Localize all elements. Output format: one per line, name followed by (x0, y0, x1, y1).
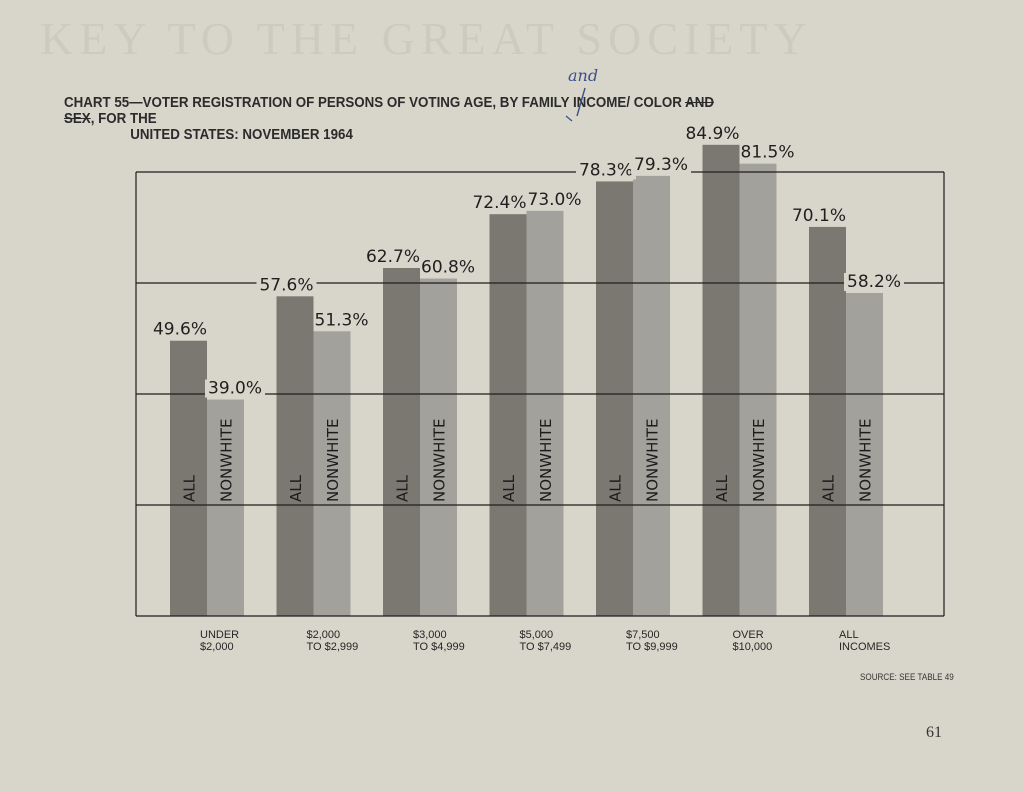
handwritten-note: and (568, 66, 599, 85)
bar-all-1 (276, 296, 314, 616)
bar-series-label-nonwhite-6: NONWHITE (857, 419, 875, 502)
category-label-0-line-1: $2,000 (200, 641, 234, 653)
bar-series-label-all-1: ALL (287, 474, 305, 502)
value-label-nonwhite-4: 79.3% (634, 155, 688, 175)
chart-title: CHART 55—VOTER REGISTRATION OF PERSONS O… (64, 95, 726, 143)
category-label-2-line-1: TO $4,999 (413, 641, 465, 653)
source-note: SOURCE: SEE TABLE 49 (860, 672, 954, 682)
value-label-all-3: 72.4% (472, 193, 526, 213)
bar-series-label-all-2: ALL (394, 474, 412, 502)
bar-series-label-nonwhite-1: NONWHITE (324, 419, 342, 502)
value-label-nonwhite-1: 51.3% (315, 310, 369, 330)
title-line-2: UNITED STATES: NOVEMBER 1964 (130, 127, 353, 143)
bar-all-3 (489, 214, 527, 616)
bar-all-5 (702, 144, 740, 616)
bar-all-6 (809, 226, 846, 616)
bar-nonwhite-2 (420, 278, 457, 616)
category-label-1-line-1: TO $2,999 (307, 641, 359, 653)
bar-series-label-nonwhite-3: NONWHITE (537, 419, 555, 502)
bar-nonwhite-1 (313, 331, 351, 616)
bar-series-label-nonwhite-4: NONWHITE (644, 419, 662, 502)
value-label-nonwhite-2: 60.8% (421, 258, 475, 278)
value-label-nonwhite-5: 81.5% (741, 143, 795, 163)
bar-nonwhite-5 (739, 163, 777, 617)
bar-all-0 (170, 340, 207, 616)
page-number: 61 (926, 724, 942, 741)
category-label-4-line-0: $7,500 (626, 629, 660, 641)
value-label-all-1: 57.6% (259, 275, 313, 295)
value-label-all-6: 70.1% (792, 206, 846, 226)
category-label-5-line-0: OVER (733, 629, 764, 641)
title-struck-text: AND SEX (64, 95, 715, 127)
value-label-nonwhite-6: 58.2% (847, 272, 901, 292)
category-label-0-line-0: UNDER (200, 629, 239, 641)
value-label-mask-nonwhite-6 (844, 272, 905, 291)
bar-series-label-all-4: ALL (607, 474, 625, 502)
bar-series-label-nonwhite-2: NONWHITE (431, 419, 449, 502)
category-label-6-line-0: ALL (839, 629, 859, 641)
value-label-mask-nonwhite-0 (205, 379, 266, 398)
bar-nonwhite-3 (526, 210, 564, 616)
bar-series-label-nonwhite-0: NONWHITE (218, 419, 236, 502)
title-part-1: CHART 55—VOTER REGISTRATION OF PERSONS O… (64, 95, 686, 111)
bar-series-label-all-3: ALL (500, 474, 518, 502)
value-label-all-2: 62.7% (366, 247, 420, 267)
value-label-mask-nonwhite-4 (631, 155, 692, 174)
bar-series-label-all-6: ALL (820, 474, 838, 502)
bar-all-4 (596, 181, 633, 616)
value-label-all-5: 84.9% (685, 124, 739, 144)
bar-nonwhite-6 (846, 292, 883, 616)
category-label-2-line-0: $3,000 (413, 629, 447, 641)
bar-nonwhite-4 (633, 175, 670, 616)
category-label-1-line-0: $2,000 (307, 629, 341, 641)
value-label-nonwhite-0: 39.0% (208, 379, 262, 399)
category-label-3-line-0: $5,000 (520, 629, 554, 641)
bar-series-label-all-0: ALL (181, 474, 199, 502)
value-label-all-0: 49.6% (153, 320, 207, 340)
category-label-6-line-1: INCOMES (839, 641, 890, 653)
category-label-5-line-1: $10,000 (733, 641, 773, 653)
bar-nonwhite-0 (207, 399, 244, 616)
value-label-mask-all-1 (256, 276, 317, 295)
value-label-mask-all-4 (575, 161, 636, 180)
category-label-4-line-1: TO $9,999 (626, 641, 678, 653)
category-label-3-line-1: TO $7,499 (520, 641, 572, 653)
title-part-2: , FOR THE (90, 111, 157, 127)
value-label-nonwhite-3: 73.0% (528, 190, 582, 210)
bar-series-label-nonwhite-5: NONWHITE (750, 419, 768, 502)
value-label-all-4: 78.3% (579, 160, 633, 180)
bar-series-label-all-5: ALL (713, 474, 731, 502)
bar-all-2 (383, 268, 420, 616)
